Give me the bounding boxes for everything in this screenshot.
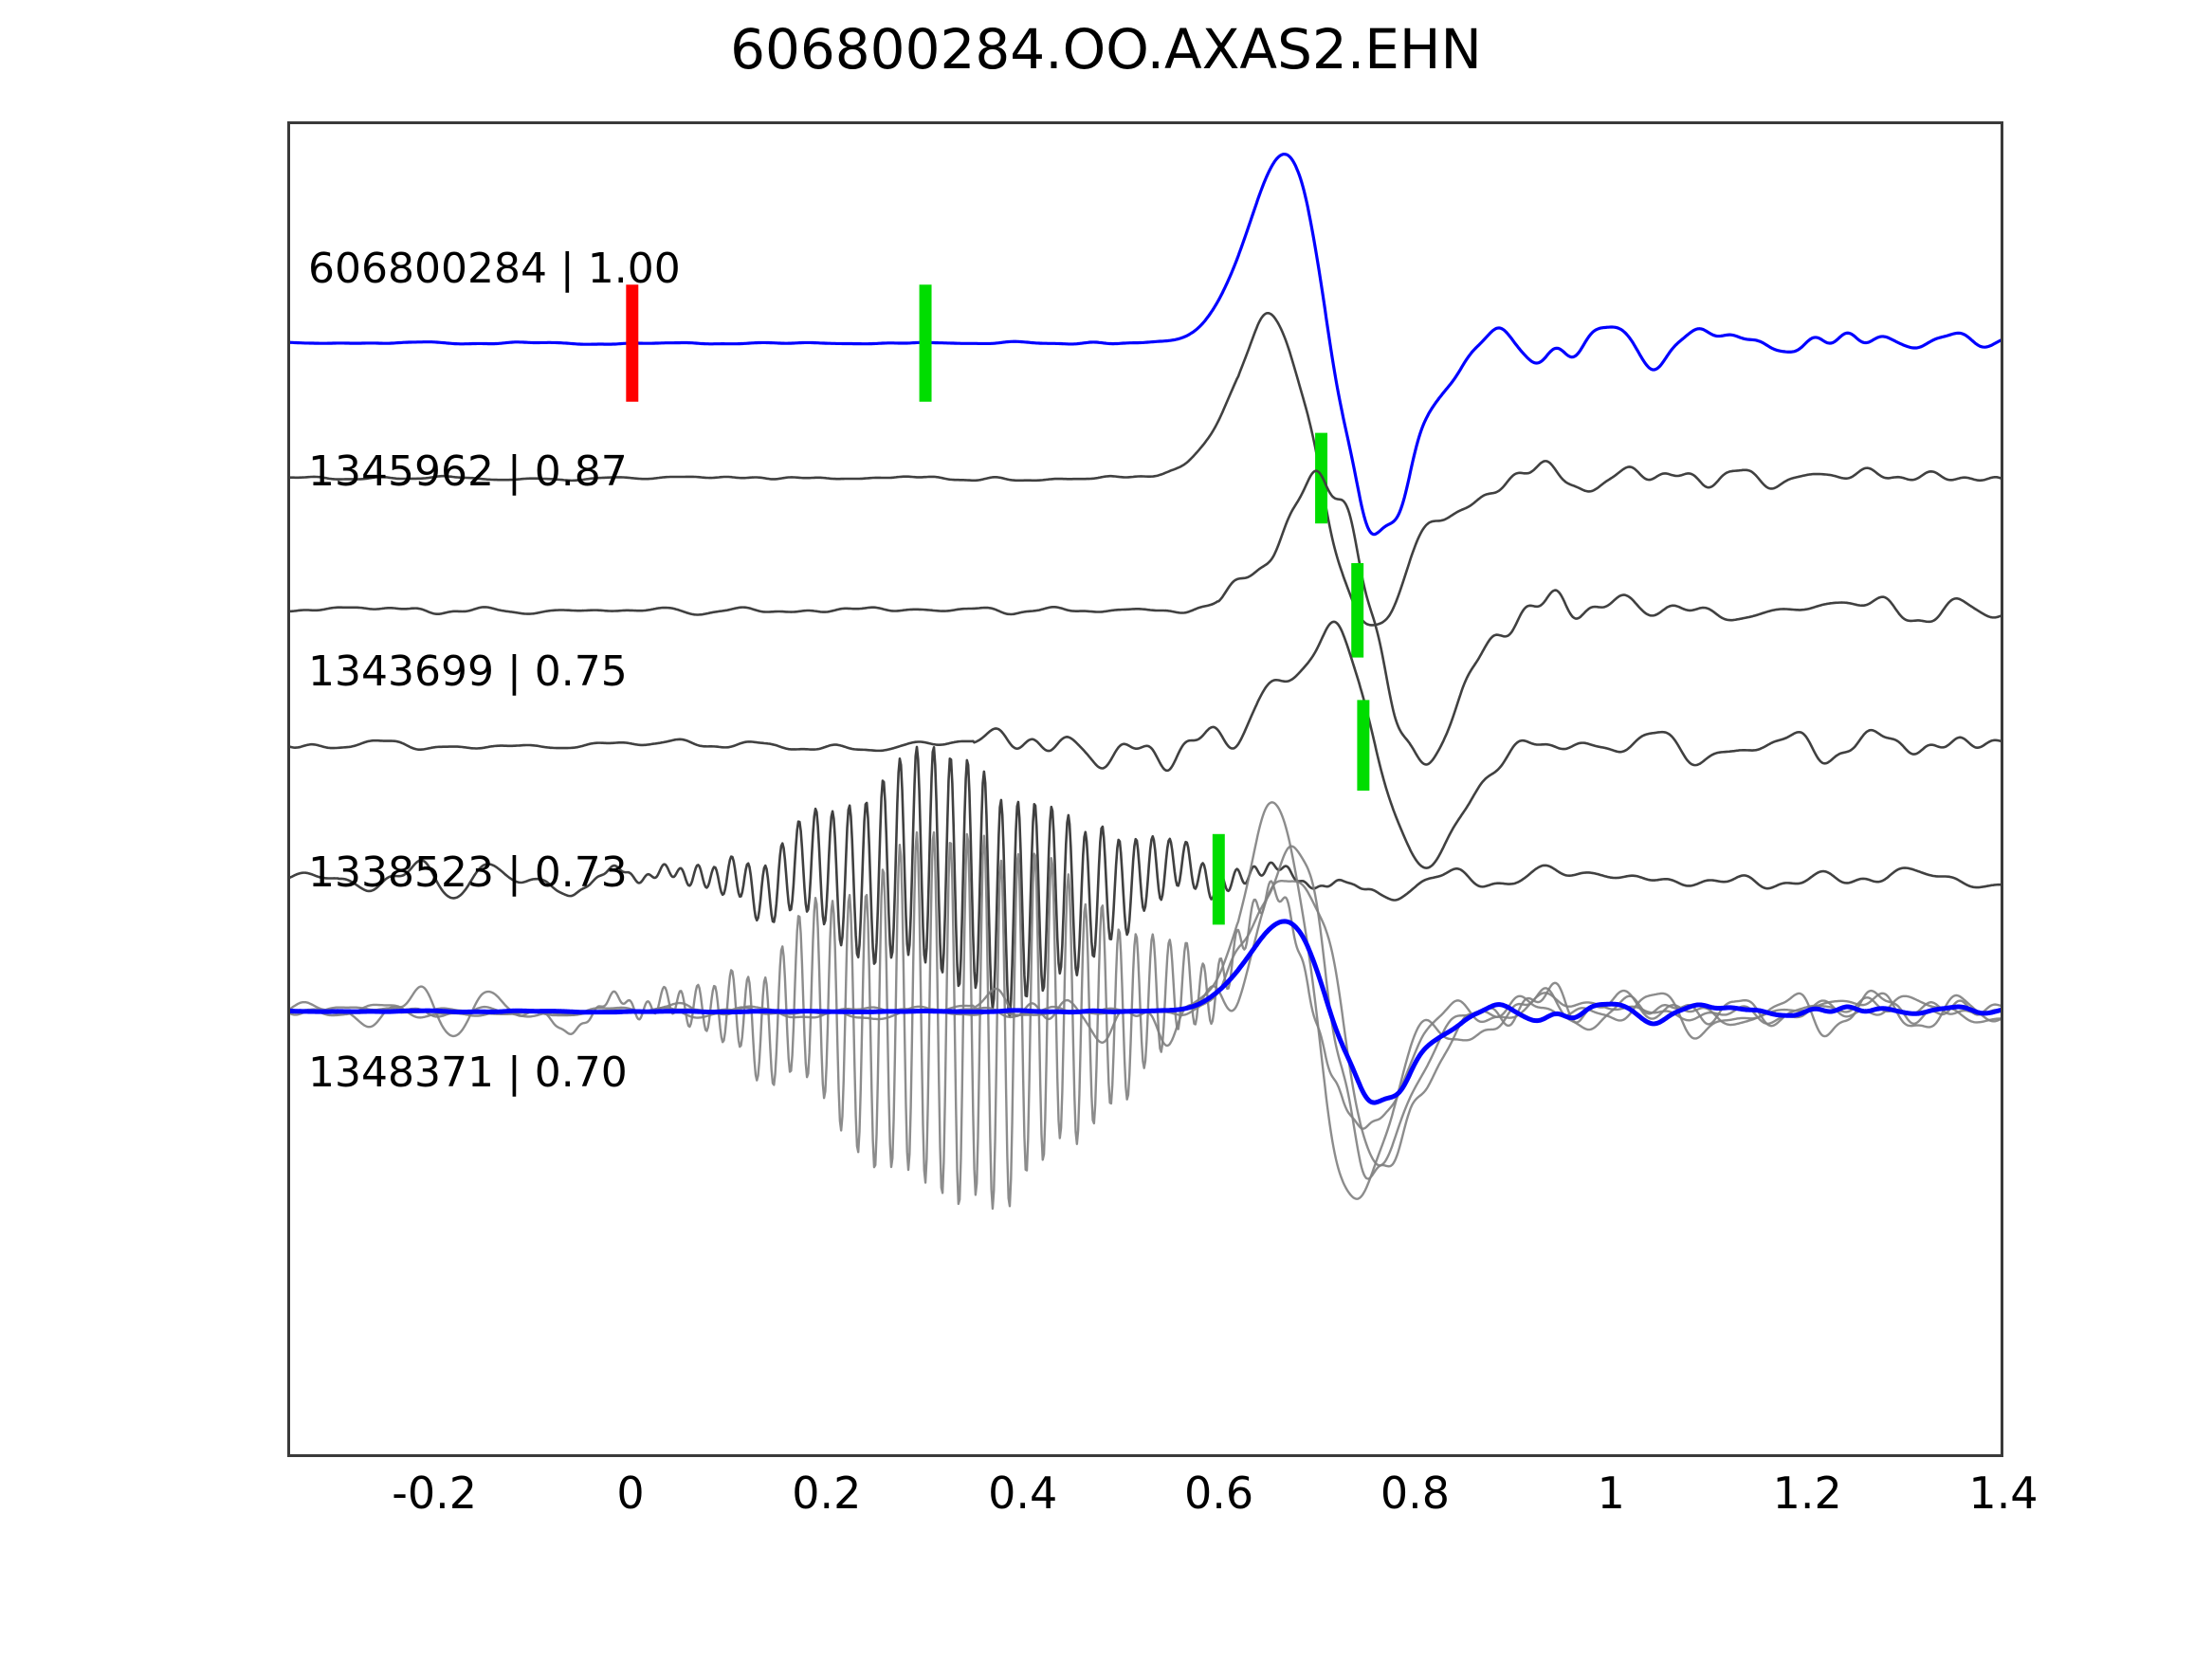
x-tick-label-1: 0 <box>616 1468 645 1519</box>
pick-marker-s-pick-606800284 <box>919 284 932 402</box>
pick-marker-s-pick-1345962 <box>1315 432 1328 524</box>
waveform-trace-1338523 <box>290 620 2001 869</box>
waveform-trace-1348371 <box>290 745 2001 1018</box>
trace-label-3: 1338523 | 0.73 <box>308 848 628 897</box>
waveform-canvas <box>290 153 2001 1211</box>
trace-label-0: 606800284 | 1.00 <box>308 245 681 293</box>
pick-marker-p-pick-606800284 <box>626 284 639 402</box>
waveform-trace-1345962 <box>290 311 2001 627</box>
x-tick-label-8: 1.4 <box>1968 1468 2038 1519</box>
waveform-trace-606800284 <box>290 153 2001 537</box>
trace-label-4: 1348371 | 0.70 <box>308 1048 628 1097</box>
overlay-template-trace <box>290 919 2001 1105</box>
x-tick-label-7: 1.2 <box>1772 1468 1842 1519</box>
trace-label-2: 1343699 | 0.75 <box>308 647 628 696</box>
pick-marker-s-pick-1338523 <box>1357 700 1370 791</box>
trace-label-1: 1345962 | 0.87 <box>308 447 628 496</box>
x-tick-label-0: -0.2 <box>392 1468 478 1519</box>
x-axis-tick-labels: -0.2 0 0.2 0.4 0.6 0.8 1 1.2 1.4 <box>287 1468 2038 1534</box>
overlay-gray-trace-4 <box>290 830 2001 1211</box>
pick-marker-s-pick-1343699 <box>1351 563 1364 658</box>
x-tick-label-4: 0.6 <box>1183 1468 1254 1519</box>
pick-marker-s-pick-1348371 <box>1212 833 1225 925</box>
page-title: 606800284.OO.AXAS2.EHN <box>730 17 1482 82</box>
x-tick-label-3: 0.4 <box>988 1468 1058 1519</box>
x-tick-label-6: 1 <box>1597 1468 1625 1519</box>
x-tick-label-5: 0.8 <box>1380 1468 1450 1519</box>
x-tick-label-2: 0.2 <box>792 1468 862 1519</box>
waveform-trace-1343699 <box>290 469 2001 766</box>
plot-area <box>287 121 2003 1457</box>
